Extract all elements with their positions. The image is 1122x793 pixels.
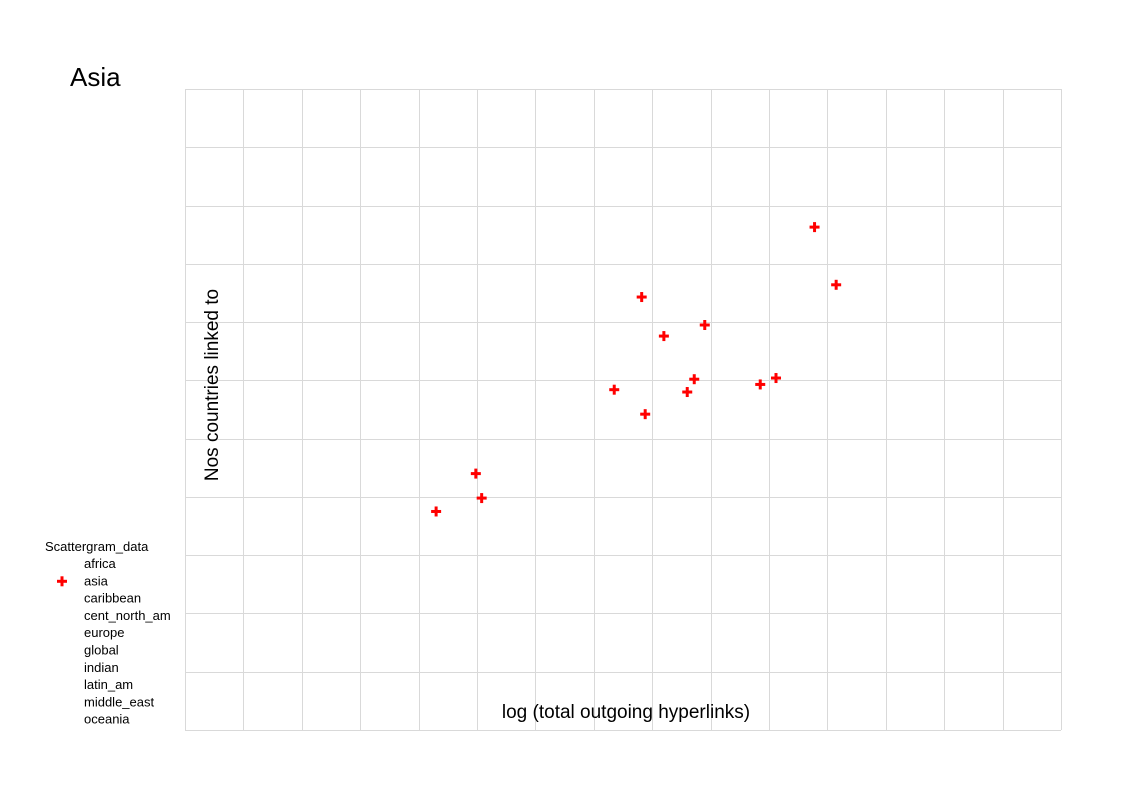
data-point (809, 222, 820, 233)
legend-item: global (84, 643, 119, 658)
data-points (431, 222, 842, 517)
chart-title: Asia (70, 62, 121, 92)
legend-item: cent_north_am (84, 608, 171, 623)
x-axis-label: log (total outgoing hyperlinks) (502, 702, 750, 723)
data-point (431, 506, 442, 517)
data-point (640, 409, 651, 420)
legend-label: africa (84, 556, 117, 571)
legend-label: indian (84, 660, 119, 675)
data-point (771, 373, 782, 384)
legend-title: Scattergram_data (45, 539, 149, 554)
legend-item: caribbean (84, 591, 141, 606)
data-point (831, 279, 842, 290)
data-point (682, 387, 693, 398)
legend-item: middle_east (84, 694, 154, 709)
data-point (476, 493, 487, 504)
legend-label: middle_east (84, 694, 154, 709)
y-axis-label: Nos countries linked to (202, 289, 223, 481)
legend-label: europe (84, 625, 124, 640)
legend-item: europe (84, 625, 124, 640)
data-point (755, 379, 766, 390)
data-point (609, 384, 620, 395)
legend-item: latin_am (84, 677, 133, 692)
legend-label: oceania (84, 712, 130, 727)
legend-item: africa (84, 556, 117, 571)
legend-label: asia (84, 573, 109, 588)
legend-label: global (84, 643, 119, 658)
legend-item: oceania (84, 712, 130, 727)
legend-item: asia (57, 573, 109, 588)
legend-item: indian (84, 660, 119, 675)
legend: Scattergram_data africa asia caribbean cent… (45, 539, 171, 727)
data-point (658, 331, 669, 342)
data-point (470, 468, 481, 479)
data-point (699, 320, 710, 331)
data-point (689, 374, 700, 385)
grid (185, 89, 1062, 731)
legend-label: latin_am (84, 677, 133, 692)
data-point (636, 292, 647, 303)
legend-label: caribbean (84, 591, 141, 606)
legend-label: cent_north_am (84, 608, 171, 623)
